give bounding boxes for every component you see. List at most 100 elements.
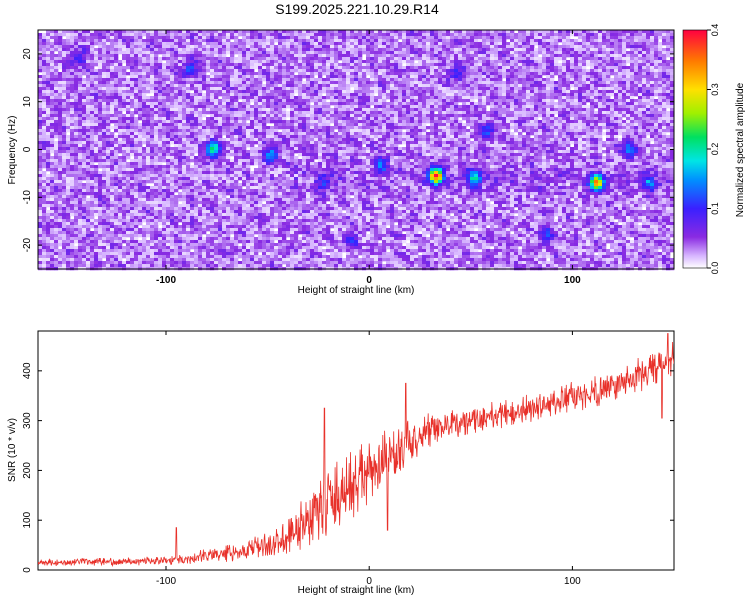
heatmap-cell xyxy=(614,66,619,70)
heatmap-cell xyxy=(142,111,147,115)
heatmap-cell xyxy=(158,75,163,79)
heatmap-cell xyxy=(534,60,539,64)
heatmap-cell xyxy=(270,81,275,85)
heatmap-cell xyxy=(126,117,131,121)
heatmap-cell xyxy=(306,66,311,70)
heatmap-cell xyxy=(154,39,159,43)
heatmap-cell xyxy=(534,102,539,106)
heatmap-cell xyxy=(190,66,195,70)
heatmap-cell xyxy=(534,84,539,88)
heatmap-cell xyxy=(138,99,143,103)
heatmap-cell xyxy=(566,108,571,112)
heatmap-cell xyxy=(606,78,611,82)
heatmap-cell xyxy=(394,72,399,76)
heatmap-cell xyxy=(106,63,111,67)
heatmap-cell xyxy=(38,51,43,55)
heatmap-cell xyxy=(74,81,79,85)
heatmap-cell xyxy=(270,60,275,64)
heatmap-cell xyxy=(350,75,355,79)
heatmap-cell xyxy=(434,117,439,121)
heatmap-cell xyxy=(318,54,323,58)
heatmap-cell xyxy=(270,39,275,43)
heatmap-cell xyxy=(438,60,443,64)
heatmap-cell xyxy=(422,96,427,100)
heatmap-cell xyxy=(466,48,471,52)
heatmap-cell xyxy=(54,102,59,106)
heatmap-cell xyxy=(670,99,675,103)
heatmap-cell xyxy=(130,84,135,88)
heatmap-cell xyxy=(598,69,603,73)
heatmap-cell xyxy=(538,90,543,94)
heatmap-cell xyxy=(482,54,487,58)
heatmap-cell xyxy=(194,75,199,79)
heatmap-cell xyxy=(430,108,435,112)
heatmap-cell xyxy=(102,51,107,55)
heatmap-cell xyxy=(238,117,243,121)
heatmap-cell xyxy=(630,66,635,70)
heatmap-cell xyxy=(274,39,279,43)
heatmap-cell xyxy=(578,96,583,100)
heatmap-cell xyxy=(418,33,423,37)
heatmap-cell xyxy=(150,114,155,118)
heatmap-cell xyxy=(170,84,175,88)
heatmap-cell xyxy=(306,36,311,40)
heatmap-cell xyxy=(438,51,443,55)
heatmap-cell xyxy=(422,90,427,94)
heatmap-cell xyxy=(522,57,527,61)
heatmap-cell xyxy=(390,69,395,73)
heatmap-cell xyxy=(450,123,455,127)
heatmap-cell xyxy=(566,123,571,127)
heatmap-cell xyxy=(230,117,235,121)
heatmap-cell xyxy=(618,57,623,61)
heatmap-cell xyxy=(410,39,415,43)
heatmap-cell xyxy=(154,105,159,109)
heatmap-cell xyxy=(46,42,51,46)
heatmap-cell xyxy=(634,42,639,46)
heatmap-cell xyxy=(262,93,267,97)
heatmap-cell xyxy=(294,96,299,100)
heatmap-cell xyxy=(562,75,567,79)
heatmap-cell xyxy=(74,63,79,67)
heatmap-cell xyxy=(554,42,559,46)
heatmap-cell xyxy=(614,33,619,37)
heatmap-cell xyxy=(142,54,147,58)
heatmap-cell xyxy=(470,63,475,67)
heatmap-cell xyxy=(542,48,547,52)
heatmap-cell xyxy=(342,63,347,67)
heatmap-cell xyxy=(198,45,203,49)
heatmap-cell xyxy=(126,105,131,109)
heatmap-cell xyxy=(530,42,535,46)
heatmap-cell xyxy=(254,48,259,52)
heatmap-cell xyxy=(446,75,451,79)
heatmap-cell xyxy=(606,72,611,76)
heatmap-cell xyxy=(134,42,139,46)
heatmap-cell xyxy=(626,81,631,85)
heatmap-cell xyxy=(98,111,103,115)
heatmap-cell xyxy=(422,120,427,124)
heatmap-cell xyxy=(310,84,315,88)
heatmap-cell xyxy=(298,78,303,82)
heatmap-cell xyxy=(570,99,575,103)
heatmap-cell xyxy=(662,30,667,34)
heatmap-cell xyxy=(358,111,363,115)
heatmap-cell xyxy=(298,69,303,73)
heatmap-cell xyxy=(346,54,351,58)
heatmap-cell xyxy=(114,60,119,64)
heatmap-cell xyxy=(642,57,647,61)
heatmap-cell xyxy=(582,60,587,64)
heatmap-cell xyxy=(186,36,191,40)
heatmap-cell xyxy=(442,99,447,103)
heatmap-cell xyxy=(490,102,495,106)
heatmap-cell xyxy=(350,81,355,85)
heatmap-cell xyxy=(402,117,407,121)
heatmap-cell xyxy=(198,48,203,52)
heatmap-cell xyxy=(474,63,479,67)
heatmap-cell xyxy=(362,87,367,91)
heatmap-cell xyxy=(162,45,167,49)
heatmap-cell xyxy=(554,66,559,70)
heatmap-cell xyxy=(142,60,147,64)
heatmap-cell xyxy=(78,66,83,70)
heatmap-cell xyxy=(342,102,347,106)
heatmap-cell xyxy=(578,51,583,55)
heatmap-cell xyxy=(302,105,307,109)
